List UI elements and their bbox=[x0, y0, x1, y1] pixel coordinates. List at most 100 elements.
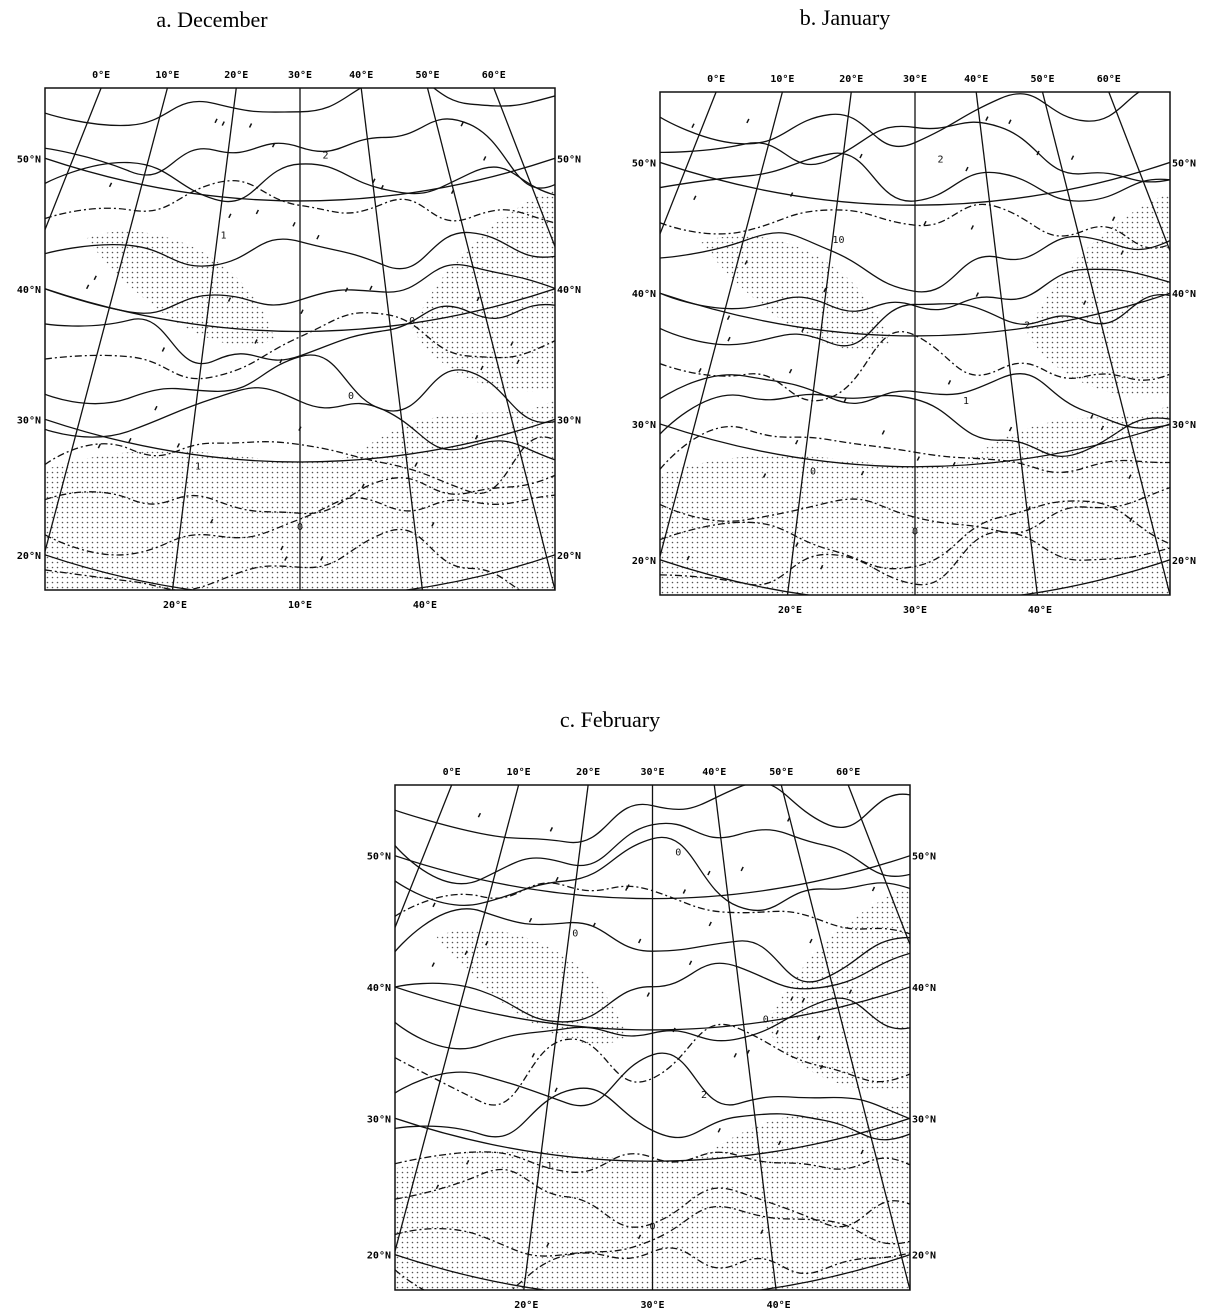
lon-label: 60°E bbox=[1097, 74, 1121, 85]
lon-label: 20°E bbox=[224, 70, 248, 81]
contour-label: 1 bbox=[195, 462, 201, 473]
vector bbox=[432, 963, 434, 967]
vector bbox=[976, 293, 978, 297]
lat-label: 20°N bbox=[557, 551, 581, 562]
panel-title: a. December bbox=[156, 7, 268, 32]
vector bbox=[87, 285, 89, 289]
map-panel: c. February 0°E 10°E 20°E 30°E 40°E 50°E 60°E 20… bbox=[251, 707, 1044, 1311]
contour-label: 1 bbox=[546, 1161, 552, 1172]
lon-label: 40°E bbox=[702, 767, 726, 778]
vector bbox=[1072, 156, 1074, 160]
contour-label: 2 bbox=[1024, 320, 1030, 331]
vector bbox=[98, 444, 100, 448]
contour-label: 2 bbox=[937, 154, 943, 165]
vector bbox=[222, 122, 224, 126]
vector bbox=[593, 923, 595, 927]
lat-label: 20°N bbox=[632, 556, 656, 567]
lon-label: 20°E bbox=[839, 74, 863, 85]
vector bbox=[690, 961, 692, 965]
contour-label: 1 bbox=[963, 396, 969, 407]
lon-label: 60°E bbox=[836, 767, 860, 778]
lat-label: 20°N bbox=[17, 551, 41, 562]
vector bbox=[555, 1088, 557, 1092]
vector bbox=[872, 887, 874, 891]
vector bbox=[790, 369, 792, 373]
vector bbox=[155, 406, 157, 410]
lon-label: 0°E bbox=[92, 70, 110, 81]
vector bbox=[741, 867, 743, 871]
lat-label: 40°N bbox=[367, 983, 391, 994]
vector bbox=[639, 939, 641, 943]
vector bbox=[647, 993, 649, 997]
vector bbox=[917, 457, 919, 461]
vector bbox=[683, 889, 685, 893]
vector bbox=[986, 117, 988, 121]
contour-label: 0 bbox=[348, 391, 354, 402]
vector bbox=[796, 440, 798, 444]
vector bbox=[924, 221, 926, 225]
vector bbox=[810, 939, 812, 943]
vector bbox=[692, 124, 694, 128]
lon-label: 30°E bbox=[288, 70, 312, 81]
lon-label: 30°E bbox=[640, 1300, 664, 1311]
vector bbox=[162, 348, 164, 352]
lat-label: 40°N bbox=[17, 285, 41, 296]
lat-label: 30°N bbox=[1172, 420, 1196, 431]
vector bbox=[882, 430, 884, 434]
contour-label: 1 bbox=[220, 231, 226, 242]
vector bbox=[718, 1128, 720, 1132]
vector bbox=[433, 903, 435, 907]
contour-label: 0 bbox=[649, 1221, 655, 1232]
vector bbox=[626, 887, 628, 891]
vector bbox=[556, 877, 558, 881]
vector bbox=[250, 124, 252, 128]
lon-label: 20°E bbox=[163, 600, 187, 611]
vector bbox=[1009, 120, 1011, 124]
lon-label: 10°E bbox=[770, 74, 794, 85]
lon-label: 0°E bbox=[443, 767, 461, 778]
vector bbox=[177, 443, 179, 447]
vector bbox=[550, 827, 552, 831]
lat-label: 50°N bbox=[1172, 158, 1196, 169]
vector bbox=[734, 1053, 736, 1057]
vector bbox=[1113, 217, 1115, 221]
lat-label: 40°N bbox=[1172, 289, 1196, 300]
lat-label: 50°N bbox=[367, 852, 391, 863]
stipple-region bbox=[766, 886, 910, 1091]
vector bbox=[110, 183, 112, 187]
vector bbox=[860, 154, 862, 158]
lon-label: 40°E bbox=[413, 600, 437, 611]
vector bbox=[317, 235, 319, 239]
lon-label: 10°E bbox=[288, 600, 312, 611]
lon-label: 50°E bbox=[1030, 74, 1054, 85]
lon-label: 40°E bbox=[349, 70, 373, 81]
lon-label: 40°E bbox=[964, 74, 988, 85]
lat-label: 20°N bbox=[912, 1251, 936, 1262]
lon-label: 30°E bbox=[640, 767, 664, 778]
lat-label: 30°N bbox=[632, 420, 656, 431]
vector bbox=[529, 918, 531, 922]
panel-title: c. February bbox=[560, 707, 660, 732]
vector bbox=[293, 222, 295, 226]
lon-label: 10°E bbox=[155, 70, 179, 81]
vector bbox=[229, 214, 231, 218]
vector bbox=[966, 167, 968, 171]
vector bbox=[478, 813, 480, 817]
lon-label: 10°E bbox=[507, 767, 531, 778]
map-body bbox=[0, 73, 688, 598]
vector bbox=[532, 1053, 534, 1057]
lat-label: 40°N bbox=[912, 983, 936, 994]
vector bbox=[215, 119, 217, 123]
vector bbox=[708, 871, 710, 875]
vector bbox=[728, 337, 730, 341]
lat-label: 20°N bbox=[367, 1251, 391, 1262]
lat-label: 30°N bbox=[912, 1114, 936, 1125]
lat-label: 30°N bbox=[557, 415, 581, 426]
vector bbox=[747, 119, 749, 123]
lon-label: 50°E bbox=[415, 70, 439, 81]
contour-label: 0 bbox=[572, 929, 578, 940]
lon-label: 20°E bbox=[514, 1300, 538, 1311]
lon-label: 50°E bbox=[769, 767, 793, 778]
